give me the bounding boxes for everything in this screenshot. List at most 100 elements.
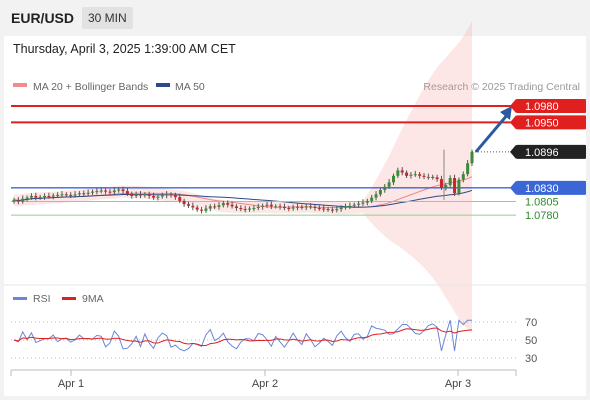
level-label-pointer <box>510 180 516 195</box>
candle-body <box>200 209 204 211</box>
candle-body <box>413 174 417 176</box>
candle-body <box>448 177 452 186</box>
candle-body <box>313 206 317 208</box>
projection-arrow <box>474 106 512 153</box>
candle-body <box>439 179 443 188</box>
candle-body <box>348 205 352 207</box>
candle-body <box>117 189 121 191</box>
candle-body <box>330 209 334 211</box>
candle-body <box>178 197 182 201</box>
candle-body <box>112 190 116 193</box>
candle-body <box>104 190 108 192</box>
candle-body <box>60 194 64 196</box>
candle-body <box>73 194 77 196</box>
candle-body <box>16 199 20 202</box>
candle-body <box>335 209 339 211</box>
time-axis-ticks: Apr 1 Apr 2 Apr 3 <box>10 370 517 390</box>
candle-body <box>169 194 173 196</box>
candle-body <box>370 197 374 201</box>
candle-body <box>444 185 448 188</box>
candle-body <box>230 204 234 207</box>
timeframe-button[interactable]: 30 MIN <box>82 7 133 29</box>
candle-body <box>431 176 435 178</box>
candle-body <box>470 151 474 164</box>
candle-body <box>138 194 142 196</box>
rsi-legend-label: RSI <box>33 293 51 305</box>
candle-body <box>352 204 356 206</box>
candle-body <box>29 195 33 198</box>
source-credit: Research © 2025 Trading Central <box>423 81 580 93</box>
rsi-ma-legend-label: 9MA <box>82 293 104 305</box>
candle-body <box>152 195 156 198</box>
candle-body <box>274 206 278 208</box>
candle-body <box>156 196 160 198</box>
candle-body <box>234 206 238 208</box>
rsi-tick-label: 70 <box>525 317 537 329</box>
candle-body <box>186 204 190 206</box>
level-label-pointer <box>510 99 516 113</box>
candle-body <box>365 200 369 203</box>
candle-body <box>339 207 343 210</box>
time-tick-label: Apr 3 <box>445 378 471 390</box>
level-label-box <box>516 99 586 113</box>
candle-body <box>221 203 225 206</box>
candle-body <box>409 174 413 176</box>
candle-body <box>25 197 29 199</box>
candle-body <box>317 207 321 209</box>
candle-body <box>47 195 51 197</box>
candle-body <box>304 206 308 208</box>
candle-body <box>147 194 151 196</box>
rsi-tick-label: 30 <box>525 353 537 365</box>
candle-body <box>326 209 330 211</box>
candle-body <box>357 203 361 205</box>
candle-body <box>418 174 422 176</box>
candle-body <box>134 194 138 196</box>
candle-body <box>21 198 25 202</box>
candle-body <box>461 174 465 180</box>
arrow-shaft <box>474 113 510 153</box>
level-label: 1.0830 <box>525 183 559 195</box>
candle-body <box>387 182 391 187</box>
candle-body <box>291 207 295 209</box>
candle-body <box>265 204 269 206</box>
ma50-line <box>13 189 473 208</box>
price-levels <box>11 105 516 216</box>
candle-body <box>213 206 217 208</box>
candle-body <box>457 179 461 194</box>
candle-body <box>282 206 286 208</box>
candle-body <box>95 191 99 193</box>
candle-body <box>426 176 430 178</box>
level-label-box <box>516 144 586 159</box>
candle-body <box>287 207 291 209</box>
candle-body <box>278 206 282 208</box>
candle-body <box>86 192 90 194</box>
candle-body <box>173 195 177 198</box>
candle-body <box>466 163 470 175</box>
candle-body <box>51 195 55 197</box>
candle-body <box>269 204 273 207</box>
candlesticks <box>12 149 474 214</box>
candle-body <box>300 206 304 208</box>
candle-body <box>56 194 60 196</box>
chart-header: EUR/USD 30 MIN <box>0 0 590 36</box>
candle-body <box>405 172 409 176</box>
level-label: 1.0805 <box>525 196 559 208</box>
candle-body <box>248 208 252 210</box>
candle-body <box>82 193 86 195</box>
candle-body <box>64 194 68 196</box>
symbol-title: EUR/USD <box>11 10 75 26</box>
candle-body <box>165 194 169 196</box>
rsi-tick-label: 50 <box>525 335 537 347</box>
ma50-legend-label: MA 50 <box>175 81 205 93</box>
level-label-pointer <box>510 144 516 159</box>
rsi-ma-line <box>13 327 473 347</box>
candle-body <box>43 195 47 198</box>
candle-body <box>252 207 256 209</box>
candle-body <box>204 208 208 211</box>
level-label: 1.0950 <box>525 117 559 129</box>
ma50-legend-swatch <box>156 83 170 87</box>
candle-body <box>99 190 103 192</box>
moving-averages <box>13 176 473 209</box>
